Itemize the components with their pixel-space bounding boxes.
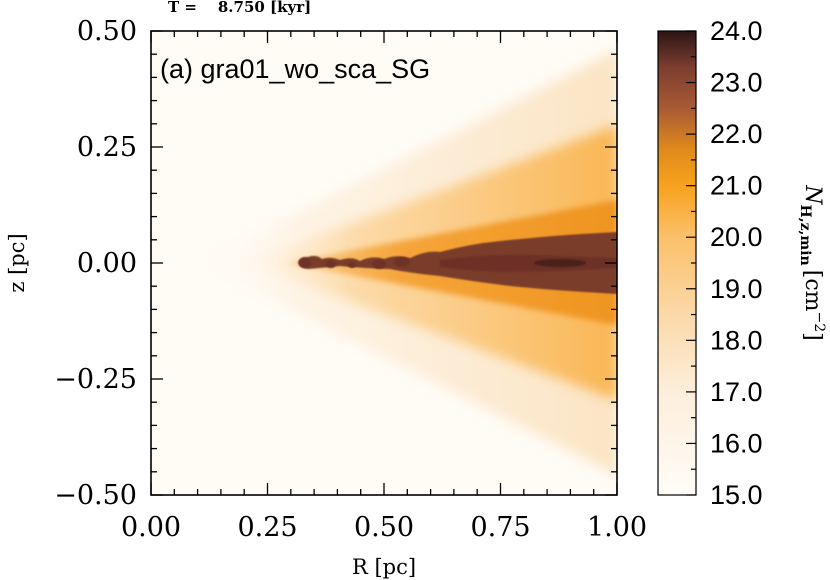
x-axis: 0.00 0.25 0.50 0.75 1.00 bbox=[121, 31, 647, 543]
y-axis: 0.50 0.25 0.00 −0.25 −0.50 bbox=[54, 16, 617, 511]
colorbar-tick-label: 15.0 bbox=[710, 480, 763, 510]
y-tick-label: 0.25 bbox=[77, 132, 137, 163]
header-time: T = 8.750 [kyr] bbox=[168, 0, 311, 16]
x-tick-label: 1.00 bbox=[587, 512, 647, 543]
x-tick-label: 0.25 bbox=[237, 512, 297, 543]
colorbar-tick-label: 21.0 bbox=[710, 171, 763, 201]
panel-title: (a) gra01_wo_sca_SG bbox=[160, 54, 430, 84]
colorbar bbox=[658, 31, 696, 495]
y-axis-label: z [pc] bbox=[5, 233, 29, 292]
y-tick-label: 0.50 bbox=[77, 16, 137, 47]
dense-disk-mid bbox=[440, 254, 617, 272]
colorbar-axis: 15.0 16.0 17.0 18.0 19.0 20.0 21.0 22.0 23.0 24.0 bbox=[686, 16, 763, 510]
colorbar-tick-label: 20.0 bbox=[710, 222, 763, 252]
colorbar-label-subscript: H,z,min bbox=[797, 205, 813, 266]
colorbar-label-exponent: −2 bbox=[811, 312, 827, 333]
colorbar-label-symbol: N bbox=[800, 184, 825, 205]
colorbar-tick-label: 24.0 bbox=[710, 16, 763, 46]
x-tick-label: 0.75 bbox=[470, 512, 530, 543]
x-tick-label: 0.50 bbox=[354, 512, 414, 543]
colorbar-tick-label: 16.0 bbox=[710, 428, 763, 458]
disk-clumps bbox=[299, 257, 410, 269]
disk-dark-spot bbox=[534, 259, 586, 267]
colorbar-tick-label: 17.0 bbox=[710, 377, 763, 407]
colorbar-tick-label: 23.0 bbox=[710, 68, 763, 98]
colorbar-label-unit: [cm bbox=[800, 270, 825, 312]
colorbar-label-close: ] bbox=[800, 332, 825, 341]
colorbar-tick-label: 22.0 bbox=[710, 119, 763, 149]
x-axis-label: R [pc] bbox=[352, 555, 416, 579]
colorbar-tick-label: 19.0 bbox=[710, 274, 763, 304]
y-tick-label: 0.00 bbox=[77, 248, 137, 279]
heatmap-image bbox=[151, 31, 617, 495]
y-tick-label: −0.25 bbox=[54, 364, 137, 395]
colorbar-label: NH,z,min [cm−2] bbox=[797, 184, 827, 341]
x-tick-label: 0.00 bbox=[121, 512, 181, 543]
colorbar-tick-label: 18.0 bbox=[710, 325, 763, 355]
y-tick-label: −0.50 bbox=[54, 480, 137, 511]
